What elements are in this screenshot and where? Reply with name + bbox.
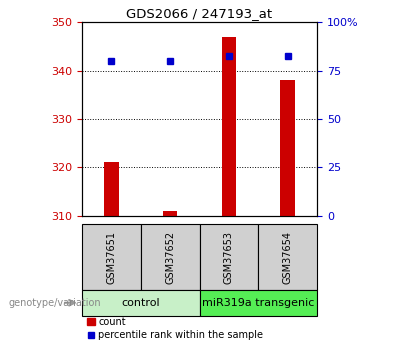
Text: GSM37651: GSM37651 bbox=[106, 230, 116, 284]
Bar bbox=[82, 290, 200, 316]
Bar bbox=[258, 224, 317, 290]
Text: genotype/variation: genotype/variation bbox=[8, 298, 101, 308]
Text: GSM37652: GSM37652 bbox=[165, 230, 175, 284]
Text: miR319a transgenic: miR319a transgenic bbox=[202, 298, 315, 308]
Text: control: control bbox=[121, 298, 160, 308]
Bar bbox=[163, 211, 177, 216]
Bar bbox=[141, 224, 200, 290]
Bar bbox=[200, 290, 317, 316]
Bar bbox=[104, 162, 119, 216]
Bar bbox=[222, 37, 236, 216]
Text: GSM37653: GSM37653 bbox=[224, 230, 234, 284]
Bar bbox=[82, 224, 141, 290]
Legend: count, percentile rank within the sample: count, percentile rank within the sample bbox=[87, 317, 263, 340]
Bar bbox=[281, 80, 295, 216]
Title: GDS2066 / 247193_at: GDS2066 / 247193_at bbox=[126, 7, 273, 20]
Text: GSM37654: GSM37654 bbox=[283, 230, 293, 284]
Bar bbox=[200, 224, 258, 290]
